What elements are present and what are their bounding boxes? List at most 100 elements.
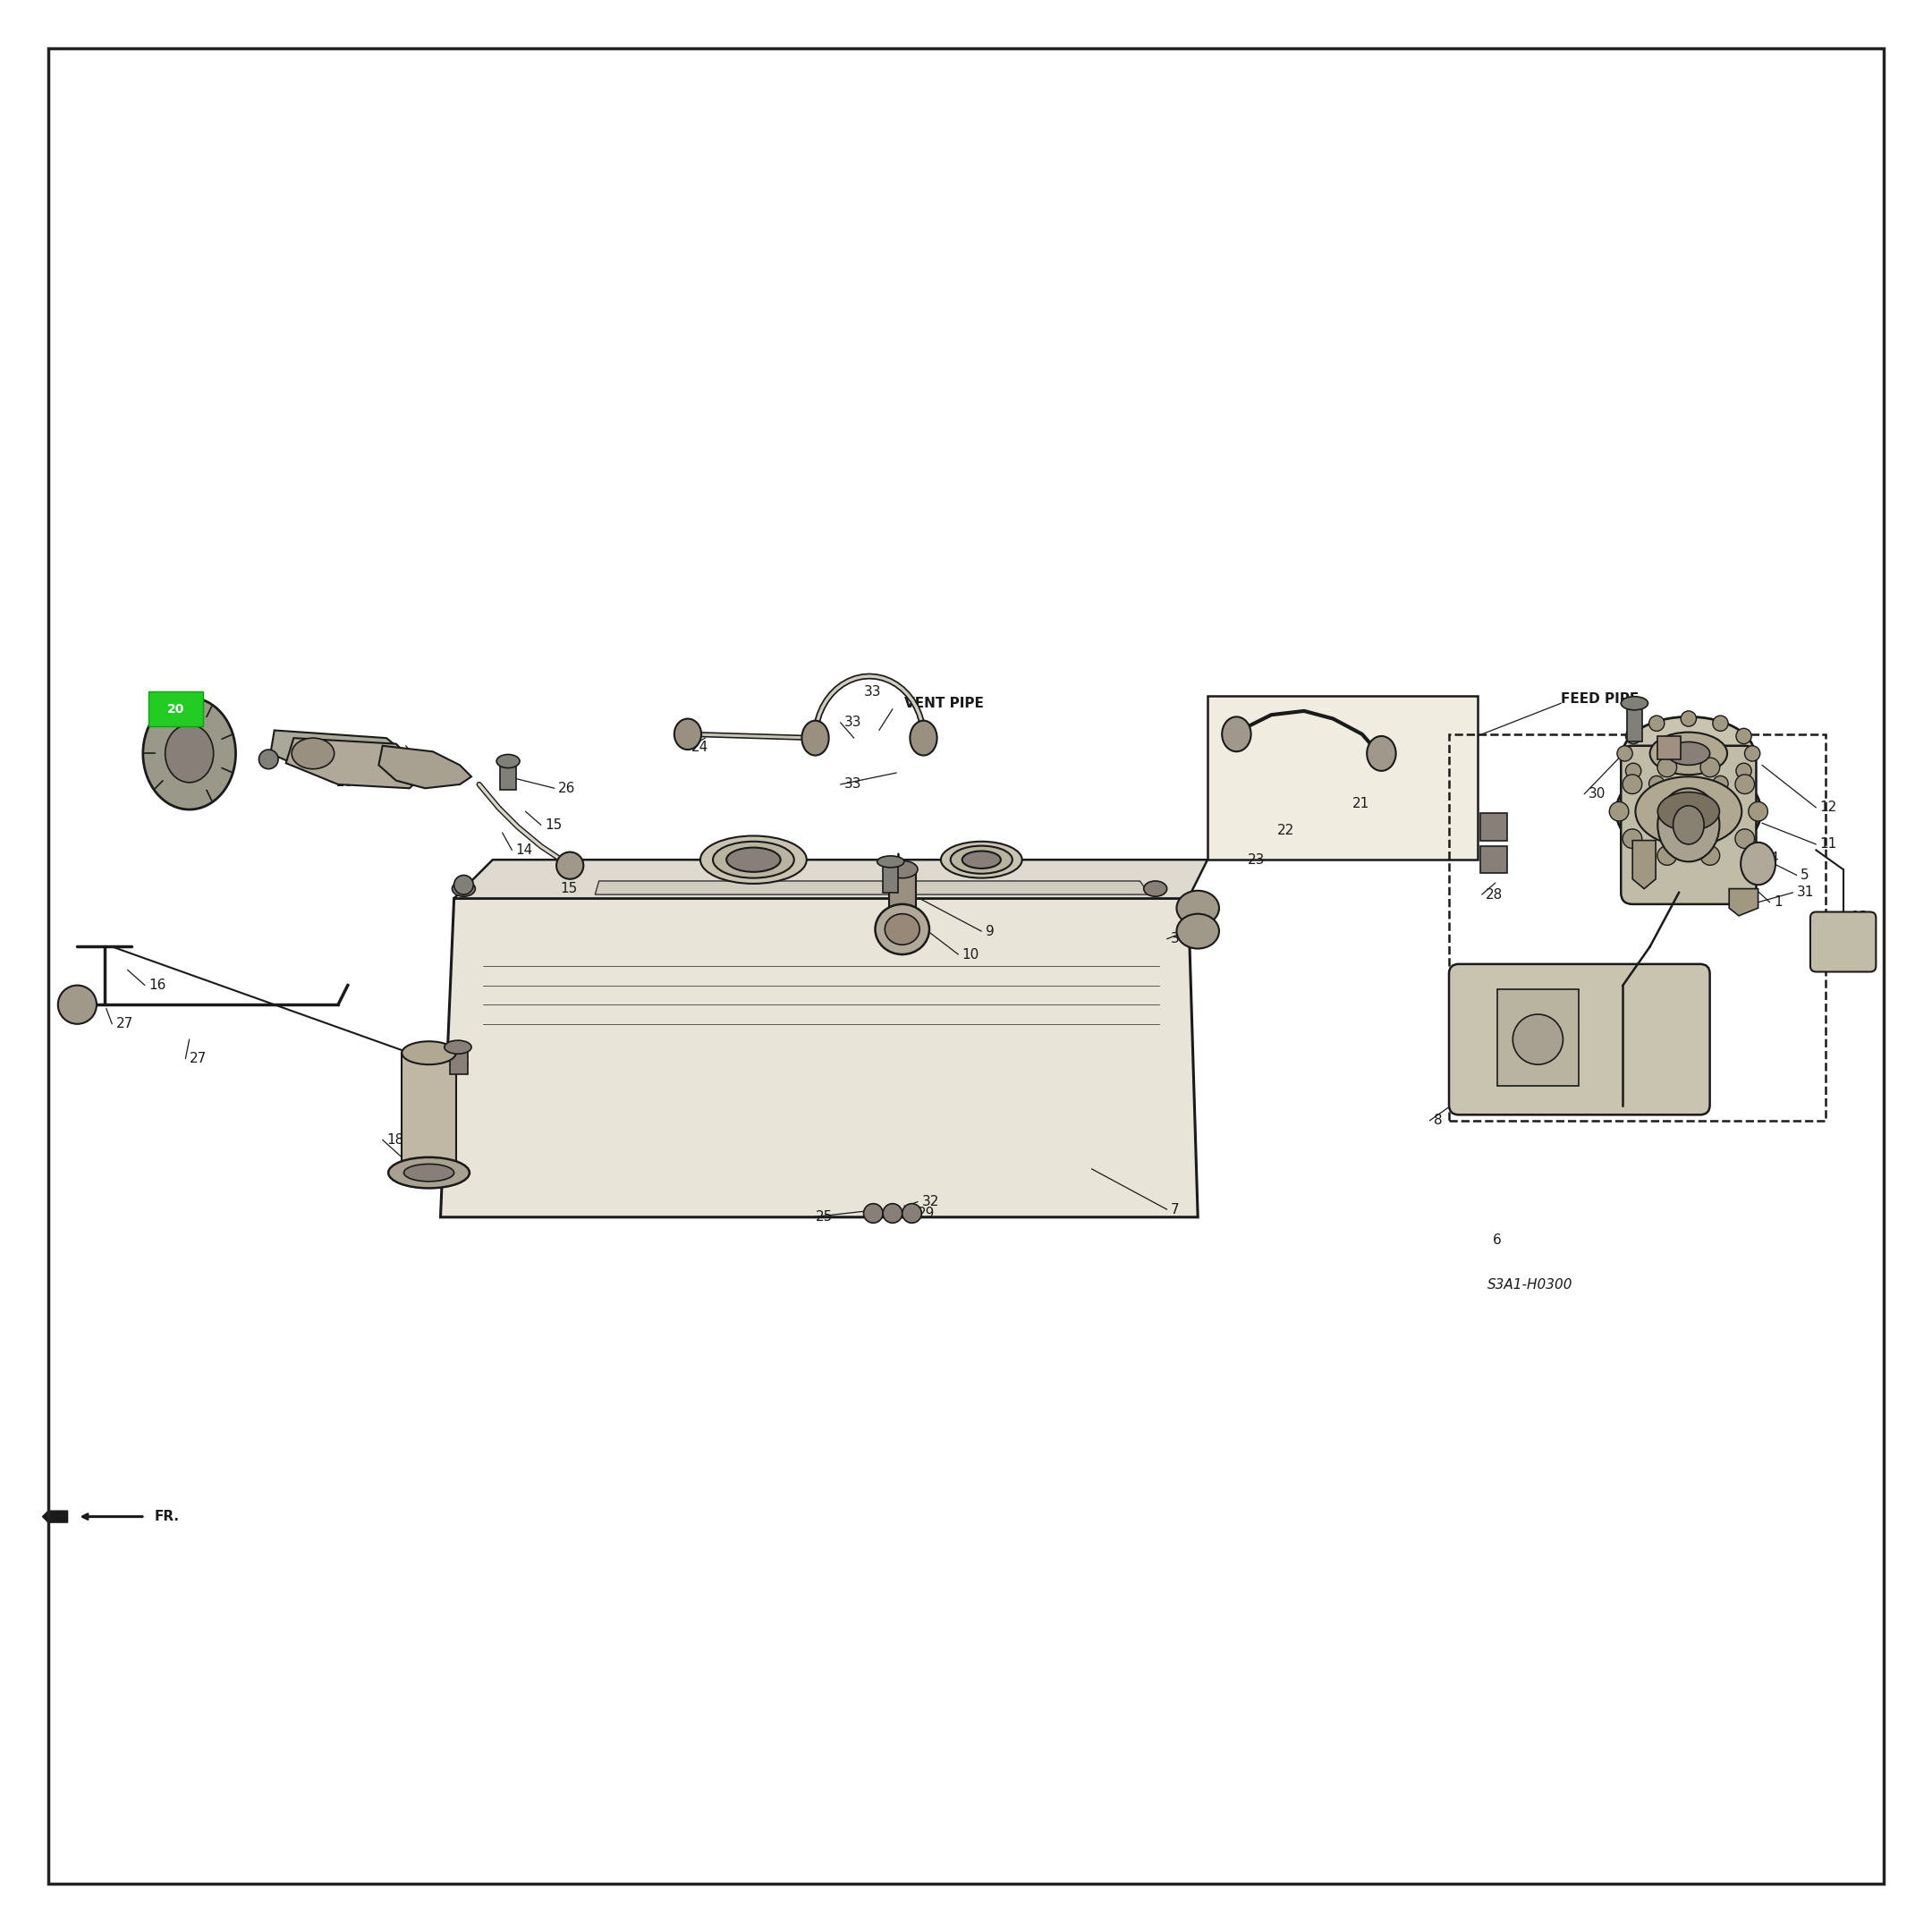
Circle shape [1745,746,1760,761]
Polygon shape [1633,840,1656,889]
Circle shape [1748,802,1768,821]
Ellipse shape [1623,717,1754,790]
Bar [1658,736,1681,759]
Ellipse shape [1658,792,1719,831]
Ellipse shape [1177,914,1219,949]
Circle shape [1609,802,1629,821]
Text: 5: 5 [1801,869,1808,881]
Circle shape [1700,846,1719,866]
Ellipse shape [1667,742,1710,765]
Text: 3: 3 [1171,933,1180,945]
Text: 8: 8 [1434,1115,1441,1126]
Text: 1: 1 [1774,896,1781,908]
Circle shape [1735,829,1754,848]
Text: 31: 31 [1797,887,1814,898]
Ellipse shape [726,848,781,871]
Circle shape [1712,715,1729,730]
FancyBboxPatch shape [1621,746,1756,904]
Polygon shape [1729,889,1758,916]
Ellipse shape [883,1204,902,1223]
Text: 27: 27 [189,1053,207,1065]
Ellipse shape [713,842,794,877]
Circle shape [1623,775,1642,794]
Text: 29: 29 [918,1208,935,1219]
Bar [1627,703,1642,742]
Text: 30: 30 [896,879,914,891]
Text: 6: 6 [1493,1235,1501,1246]
Text: 17: 17 [433,1095,450,1107]
Ellipse shape [802,721,829,755]
Text: 19: 19 [425,757,442,769]
Circle shape [1735,775,1754,794]
Circle shape [1648,777,1665,792]
Text: 32: 32 [922,1196,939,1208]
Text: 7: 7 [1171,1204,1179,1215]
Text: 14: 14 [516,844,533,856]
Text: 13: 13 [1851,912,1868,923]
Text: FR.: FR. [155,1511,180,1522]
Ellipse shape [1658,788,1719,862]
Ellipse shape [452,881,475,896]
Circle shape [1700,757,1719,777]
Circle shape [1658,846,1677,866]
Circle shape [1623,829,1642,848]
Ellipse shape [497,753,520,767]
Text: 28: 28 [1486,864,1503,875]
Text: 15: 15 [545,819,562,831]
Ellipse shape [388,1157,469,1188]
Ellipse shape [941,842,1022,877]
Circle shape [1712,777,1729,792]
Text: 28: 28 [336,777,354,788]
Ellipse shape [951,846,1012,873]
Ellipse shape [910,721,937,755]
Ellipse shape [1615,763,1762,860]
Bar [450,1047,468,1074]
Polygon shape [454,860,1208,898]
Ellipse shape [877,856,904,867]
Ellipse shape [902,1204,922,1223]
Text: 12: 12 [1820,802,1837,813]
Ellipse shape [1650,732,1727,775]
Ellipse shape [166,724,213,782]
Bar [500,761,516,790]
Ellipse shape [402,1041,456,1065]
Circle shape [1737,728,1752,744]
Circle shape [1737,763,1752,779]
Bar [1480,846,1507,873]
Polygon shape [379,746,471,788]
Text: 23: 23 [1248,854,1265,866]
Bar [1208,696,1478,860]
Circle shape [58,985,97,1024]
Ellipse shape [404,1163,454,1182]
Text: 30: 30 [1588,788,1605,800]
Ellipse shape [1741,842,1776,885]
Text: 10: 10 [962,949,980,960]
Polygon shape [286,738,425,788]
Ellipse shape [1673,806,1704,844]
FancyBboxPatch shape [1810,912,1876,972]
Ellipse shape [556,852,583,879]
Bar [889,869,916,908]
Circle shape [1625,728,1640,744]
Text: 26: 26 [558,782,576,794]
FancyBboxPatch shape [1449,964,1710,1115]
Ellipse shape [864,1204,883,1223]
Ellipse shape [885,914,920,945]
Circle shape [1658,757,1677,777]
Text: 33: 33 [844,717,862,728]
Text: 4: 4 [1770,852,1777,864]
Text: 2: 2 [1188,906,1196,918]
Circle shape [1617,746,1633,761]
Ellipse shape [887,860,918,877]
Circle shape [1681,711,1696,726]
Text: 15: 15 [560,883,578,895]
Ellipse shape [699,837,808,883]
Ellipse shape [1366,736,1395,771]
Text: 9: 9 [985,925,995,937]
Ellipse shape [292,738,334,769]
Ellipse shape [875,904,929,954]
Text: 21: 21 [1352,798,1370,810]
Text: 25: 25 [815,1211,833,1223]
Ellipse shape [1144,881,1167,896]
Ellipse shape [259,750,278,769]
